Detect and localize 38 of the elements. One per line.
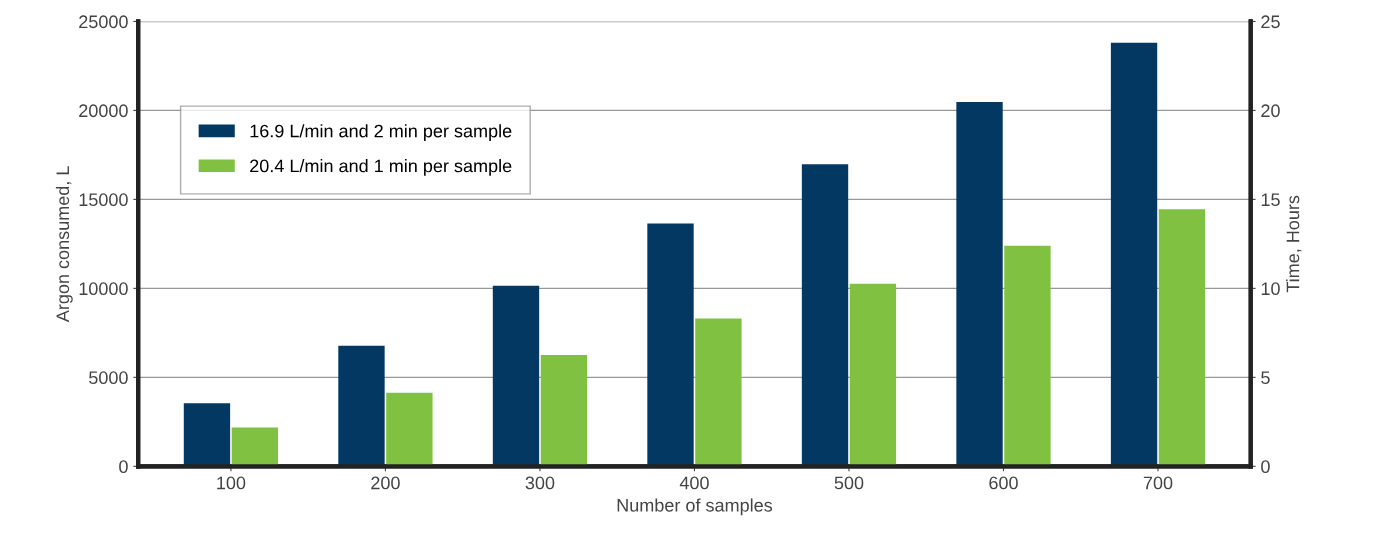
bar bbox=[492, 285, 540, 467]
x-tick-label: 200 bbox=[371, 476, 400, 490]
bar bbox=[231, 427, 279, 467]
y2-tick-label: 25 bbox=[1261, 15, 1280, 29]
y2-tick-label: 5 bbox=[1261, 371, 1270, 385]
bar bbox=[1004, 245, 1051, 467]
bar bbox=[338, 345, 385, 467]
bar bbox=[386, 392, 433, 467]
y2-axis-title: Time, Hours bbox=[1286, 195, 1302, 293]
y-tick-label: 10000 bbox=[79, 282, 128, 296]
bar bbox=[183, 403, 231, 467]
bar bbox=[540, 355, 588, 467]
y-tick-label: 25000 bbox=[79, 15, 128, 29]
y-axis-title: Argon consumed, L bbox=[55, 166, 73, 323]
x-tick-label: 300 bbox=[525, 476, 555, 490]
legend-label: 20.4 L/min and 1 min per sample bbox=[250, 159, 512, 176]
x-tick-label: 600 bbox=[989, 476, 1018, 490]
y2-tick-label: 20 bbox=[1261, 104, 1280, 118]
y-tick-label: 20000 bbox=[79, 104, 128, 118]
bar bbox=[695, 318, 742, 467]
bar bbox=[1110, 42, 1158, 467]
x-tick-label: 100 bbox=[217, 476, 246, 490]
bar bbox=[647, 223, 694, 467]
y2-tick-label: 0 bbox=[1261, 460, 1270, 474]
bar bbox=[801, 164, 849, 467]
bar bbox=[956, 102, 1003, 467]
legend-label: 16.9 L/min and 2 min per sample bbox=[250, 124, 512, 141]
x-tick-label: 500 bbox=[834, 476, 864, 490]
y-tick-label: 0 bbox=[119, 460, 128, 474]
x-tick-label: 400 bbox=[679, 476, 709, 490]
x-axis-title: Number of samples bbox=[617, 498, 773, 516]
y-tick-label: 15000 bbox=[79, 193, 128, 207]
bar bbox=[849, 283, 897, 467]
y2-tick-label: 15 bbox=[1261, 193, 1280, 207]
y-tick-label: 5000 bbox=[89, 371, 128, 385]
y2-tick-label: 10 bbox=[1261, 282, 1280, 296]
bar bbox=[1158, 209, 1206, 467]
x-tick-label: 700 bbox=[1143, 476, 1173, 490]
